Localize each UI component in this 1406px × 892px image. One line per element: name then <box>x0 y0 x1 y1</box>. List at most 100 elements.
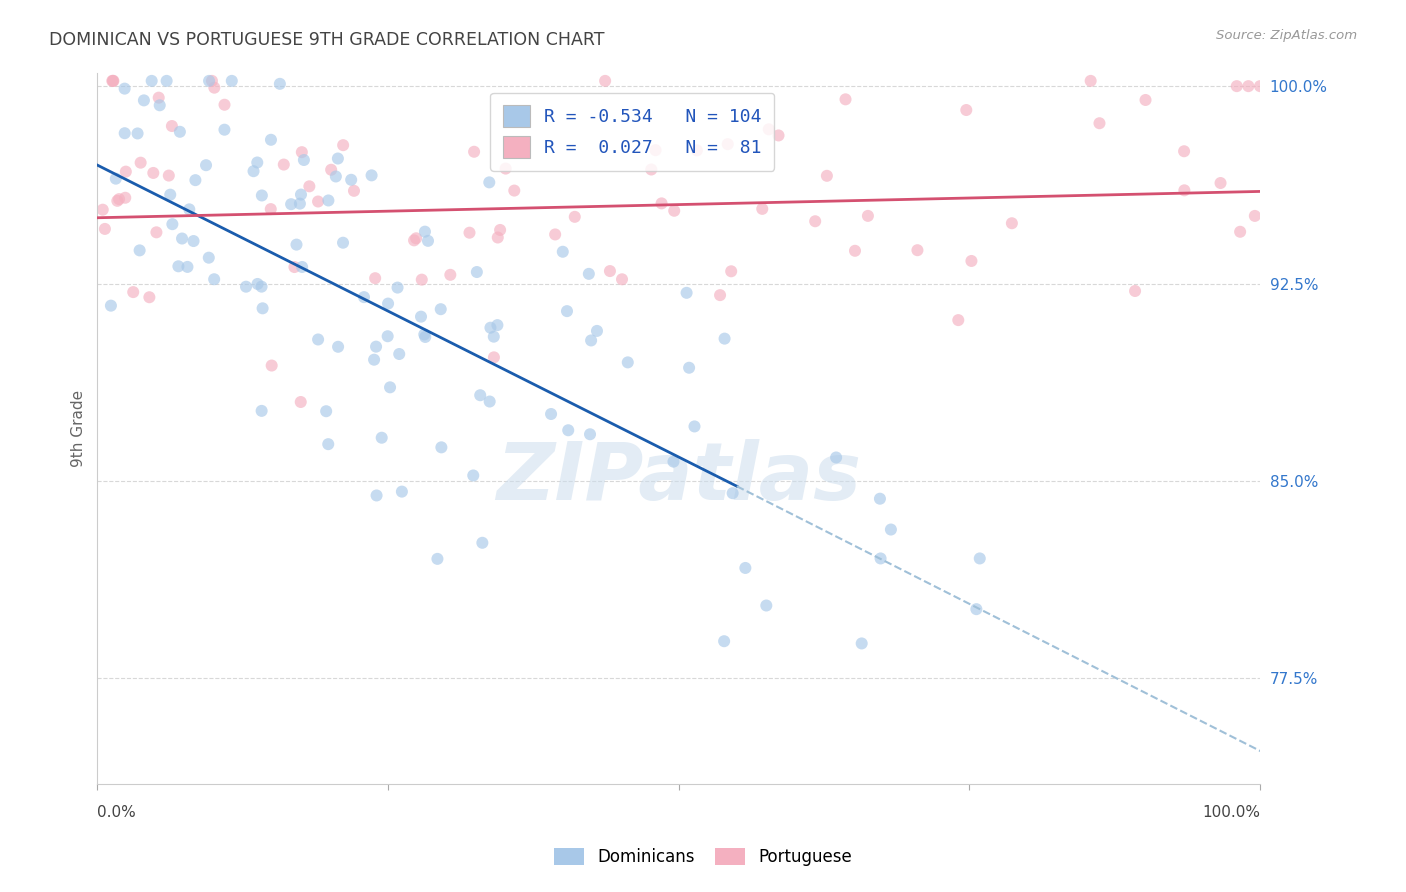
Point <box>195 158 218 172</box>
Point <box>104 171 127 186</box>
Text: DOMINICAN VS PORTUGUESE 9TH GRADE CORRELATION CHART: DOMINICAN VS PORTUGUESE 9TH GRADE CORREL… <box>49 31 605 49</box>
Point <box>465 265 488 279</box>
Point <box>363 352 385 367</box>
Point <box>157 169 180 183</box>
Point <box>463 468 485 483</box>
Point <box>709 288 731 302</box>
Point <box>825 450 848 465</box>
Point <box>489 223 512 237</box>
Point <box>969 551 991 566</box>
Legend: R = -0.534   N = 104, R =  0.027   N =  81: R = -0.534 N = 104, R = 0.027 N = 81 <box>491 93 775 171</box>
Point <box>1173 183 1195 197</box>
Point <box>416 234 439 248</box>
Point <box>290 395 312 409</box>
Point <box>804 214 827 228</box>
Point <box>482 351 505 365</box>
Point <box>391 484 413 499</box>
Point <box>683 419 706 434</box>
Point <box>713 332 735 346</box>
Point <box>127 127 149 141</box>
Point <box>326 152 349 166</box>
Point <box>148 90 170 104</box>
Point <box>316 437 339 451</box>
Point <box>260 359 283 373</box>
Point <box>1229 225 1251 239</box>
Point <box>1001 216 1024 230</box>
Point <box>169 125 191 139</box>
Point <box>273 157 295 171</box>
Point <box>283 260 305 274</box>
Point <box>103 74 125 88</box>
Point <box>721 486 744 500</box>
Point <box>145 225 167 239</box>
Point <box>250 279 273 293</box>
Point <box>290 187 312 202</box>
Point <box>579 334 602 348</box>
Point <box>288 196 311 211</box>
Point <box>326 340 349 354</box>
Point <box>413 225 436 239</box>
Point <box>1123 284 1146 298</box>
Point <box>388 347 411 361</box>
Point <box>364 340 387 354</box>
Point <box>955 103 977 117</box>
Point <box>478 394 501 409</box>
Point <box>202 272 225 286</box>
Point <box>332 235 354 250</box>
Point <box>720 264 742 278</box>
Point <box>246 155 269 169</box>
Point <box>132 94 155 108</box>
Point <box>486 230 509 244</box>
Point <box>482 329 505 343</box>
Point <box>834 92 856 106</box>
Point <box>413 327 436 342</box>
Point <box>160 119 183 133</box>
Point <box>686 144 709 158</box>
Point <box>100 299 122 313</box>
Point <box>142 166 165 180</box>
Point <box>815 169 838 183</box>
Point <box>662 455 685 469</box>
Point <box>114 191 136 205</box>
Point <box>758 122 780 136</box>
Point <box>167 260 190 274</box>
Point <box>578 267 600 281</box>
Point <box>844 244 866 258</box>
Point <box>1243 209 1265 223</box>
Point <box>540 407 562 421</box>
Point <box>586 324 609 338</box>
Point <box>387 280 409 294</box>
Point <box>768 128 790 143</box>
Point <box>340 173 363 187</box>
Point <box>610 272 633 286</box>
Point <box>242 164 264 178</box>
Point <box>250 188 273 202</box>
Point <box>664 203 686 218</box>
Point <box>1088 116 1111 130</box>
Point <box>101 74 124 88</box>
Point <box>201 74 224 88</box>
Point <box>250 404 273 418</box>
Point <box>564 210 586 224</box>
Point <box>644 143 666 157</box>
Point <box>202 80 225 95</box>
Point <box>252 301 274 316</box>
Point <box>221 74 243 88</box>
Point <box>411 273 433 287</box>
Point <box>675 285 697 300</box>
Point <box>114 81 136 95</box>
Point <box>280 197 302 211</box>
Point <box>555 304 578 318</box>
Point <box>122 285 145 299</box>
Point <box>713 634 735 648</box>
Point <box>149 98 172 112</box>
Point <box>138 290 160 304</box>
Point <box>378 380 401 394</box>
Point <box>678 360 700 375</box>
Point <box>599 264 621 278</box>
Point <box>1249 79 1271 94</box>
Point <box>869 551 891 566</box>
Point <box>298 179 321 194</box>
Legend: Dominicans, Portuguese: Dominicans, Portuguese <box>547 841 859 873</box>
Point <box>159 187 181 202</box>
